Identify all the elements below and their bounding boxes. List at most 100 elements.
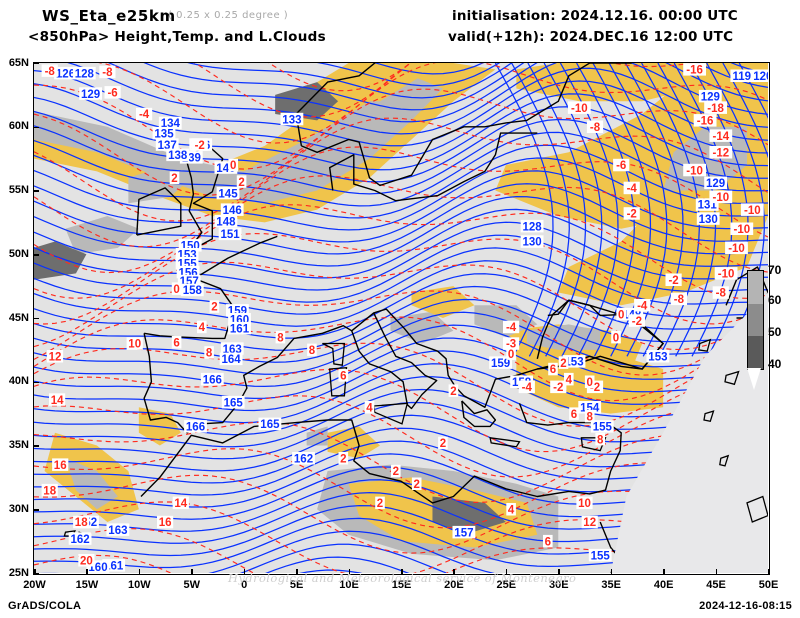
label-background: [751, 69, 768, 82]
contour-label: 12: [46, 350, 64, 363]
x-axis-label: 0: [241, 579, 248, 591]
contour-label: 2: [338, 452, 349, 465]
label-text: 146: [223, 205, 242, 217]
label-text: 129: [81, 89, 100, 101]
contour-label: 8: [595, 432, 605, 446]
x-axis-label: 10W: [128, 579, 151, 591]
contour-label: 129: [698, 89, 722, 103]
label-text: -4: [637, 300, 648, 312]
contour-label: -12: [709, 146, 733, 160]
height-contour: [592, 63, 652, 357]
contour-label: -10: [714, 267, 738, 281]
y-axis-tick: [33, 317, 39, 320]
height-contour: [34, 324, 768, 388]
contour-label: 14: [49, 393, 66, 407]
label-background: [191, 138, 208, 151]
contour-label: -10: [730, 222, 754, 236]
coastline: [351, 299, 664, 408]
contour-label: 166: [184, 420, 207, 434]
island-coastline: [719, 454, 730, 467]
label-background: [438, 436, 448, 450]
coastline: [143, 325, 353, 434]
y-axis-tick: [33, 254, 39, 256]
label-text: 130: [699, 214, 718, 226]
label-text: 4: [508, 504, 515, 516]
label-text: 161: [230, 323, 250, 335]
contour-label: 129: [704, 176, 727, 190]
height-contour: [527, 63, 587, 357]
label-background: [704, 101, 727, 114]
x-axis-label: 45E: [706, 579, 726, 591]
label-text: 2: [377, 498, 383, 510]
colorbar-band: [748, 303, 763, 337]
label-background: [616, 307, 626, 321]
y-axis-label: 50N: [8, 247, 29, 260]
temperature-contour: [34, 63, 768, 144]
y-axis-label: 25N: [8, 566, 29, 579]
y-axis-tick: [33, 381, 39, 383]
x-axis-tick: [558, 569, 560, 575]
label-text: 162: [71, 534, 90, 546]
contour-label: -10: [709, 190, 733, 204]
label-background: [646, 350, 670, 363]
temperature-contour: [34, 88, 768, 196]
label-text: -2: [590, 382, 600, 394]
label-background: [54, 66, 77, 80]
contour-label: 0: [171, 282, 182, 296]
island-coastline: [372, 402, 409, 425]
label-text: 165: [224, 397, 244, 409]
x-axis-tick: [86, 569, 88, 575]
label-text: 2: [440, 438, 446, 450]
label-background: [171, 282, 182, 295]
label-text: 6: [545, 536, 551, 548]
label-background: [683, 63, 706, 76]
x-axis-label: 35E: [601, 579, 621, 591]
label-background: [634, 299, 651, 312]
label-background: [725, 241, 748, 255]
contour-label: -2: [628, 314, 645, 328]
label-text: 10: [578, 498, 591, 510]
cloud-region: [327, 426, 381, 459]
height-contour: [34, 363, 768, 424]
contour-label: 10: [576, 496, 593, 510]
contour-label: 6: [543, 534, 553, 548]
low-cloud-colorbar: [747, 270, 764, 370]
label-background: [307, 343, 317, 357]
label-text: 0: [618, 309, 624, 321]
label-background: [613, 158, 630, 172]
label-background: [730, 222, 754, 235]
label-text: -4: [522, 382, 533, 394]
label-text: -10: [718, 269, 735, 281]
label-background: [41, 483, 58, 497]
label-background: [623, 181, 640, 195]
label-background: [569, 407, 579, 420]
label-background: [584, 375, 595, 388]
contour-label: 120: [751, 69, 768, 83]
contour-label: 8: [584, 409, 595, 423]
label-text: -8: [674, 294, 685, 306]
label-text: 6: [550, 364, 556, 376]
x-axis-tick: [610, 569, 613, 575]
label-text: 14: [174, 498, 187, 510]
contour-label: 6: [569, 407, 579, 421]
label-text: 148: [216, 216, 236, 228]
contour-label: -2: [665, 273, 682, 287]
header: WS_Eta_e25km ( 0.25 x 0.25 degree ) <850…: [0, 0, 800, 56]
contour-label: 18: [41, 483, 58, 497]
label-text: -18: [707, 103, 724, 115]
label-text: -2: [632, 316, 642, 328]
y-axis-tick: [33, 445, 39, 447]
contour-label: -4: [623, 181, 640, 195]
label-background: [740, 203, 764, 216]
label-text: -2: [668, 275, 678, 287]
field-description: <850hPa> Height,Temp. and L.Clouds: [28, 29, 326, 45]
height-contour: [34, 63, 768, 135]
height-contour: [34, 63, 768, 99]
coastline: [295, 63, 569, 147]
height-contour: [34, 195, 768, 267]
label-text: 166: [186, 422, 205, 434]
label-background: [709, 146, 733, 159]
label-background: [693, 114, 717, 127]
label-text: -16: [697, 116, 714, 128]
contour-label: -10: [683, 163, 706, 177]
